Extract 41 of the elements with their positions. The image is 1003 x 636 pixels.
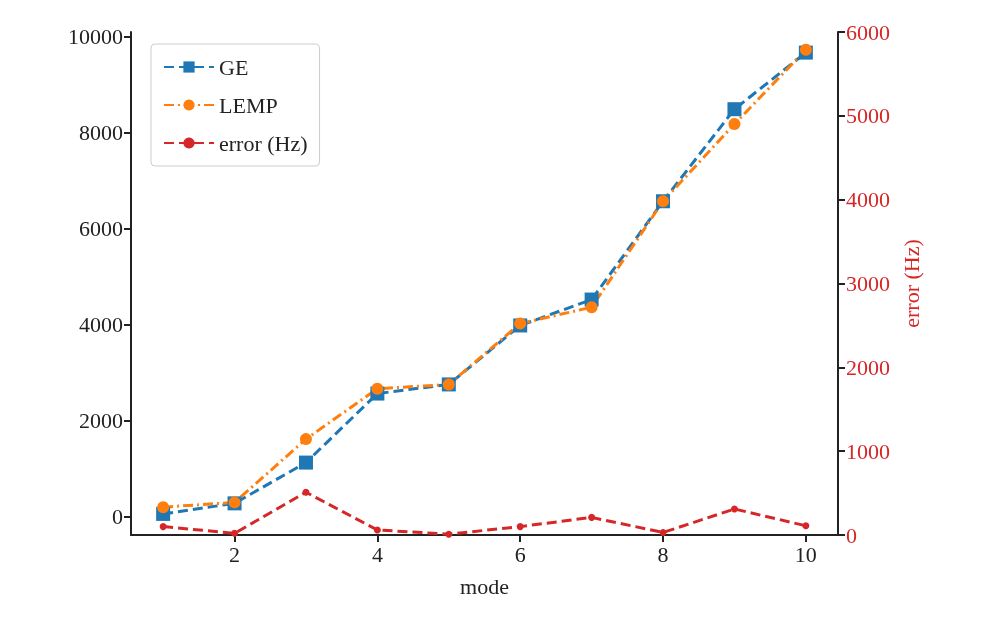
y-tick-label: 2000 (79, 407, 123, 433)
point (157, 501, 170, 514)
point (298, 455, 313, 470)
y2-tick-label: 2000 (846, 354, 890, 380)
point (159, 523, 167, 531)
y2-axis-title: error (Hz) (899, 239, 925, 328)
legend-label: error (Hz) (219, 130, 308, 156)
point (373, 526, 381, 534)
y-tick-label: 8000 (79, 120, 123, 146)
point (371, 382, 384, 395)
x-tick-label: 10 (794, 541, 817, 567)
y2-tick-label: 4000 (846, 187, 890, 213)
y2-tick-label: 6000 (846, 19, 890, 45)
point (231, 529, 239, 537)
point (659, 528, 667, 536)
y2-tick-label: 5000 (846, 103, 890, 129)
y2-tick-label: 1000 (846, 438, 890, 464)
point (727, 102, 742, 117)
point (445, 530, 453, 538)
x-axis-title: mode (460, 573, 509, 599)
y2-tick-label: 3000 (846, 271, 890, 296)
y-tick-label: 10000 (68, 24, 123, 50)
point (585, 301, 598, 314)
point (299, 433, 312, 446)
legend-label: GE (219, 54, 249, 80)
y-tick-label: 0 (112, 503, 123, 529)
y2-tick-label: 0 (846, 522, 857, 548)
legend-label: LEMP (219, 92, 278, 118)
point (302, 488, 310, 496)
y-tick-label: 4000 (79, 312, 123, 337)
x-tick-label: 6 (514, 541, 526, 567)
y-tick-label: 6000 (79, 216, 123, 242)
x-tick-label: 2 (229, 541, 241, 567)
point (802, 522, 810, 530)
point (730, 505, 738, 513)
x-tick-label: 8 (657, 541, 669, 567)
x-tick-label: 4 (371, 541, 383, 567)
point (588, 513, 596, 521)
point (516, 523, 524, 531)
point (799, 43, 812, 56)
point (728, 118, 741, 131)
